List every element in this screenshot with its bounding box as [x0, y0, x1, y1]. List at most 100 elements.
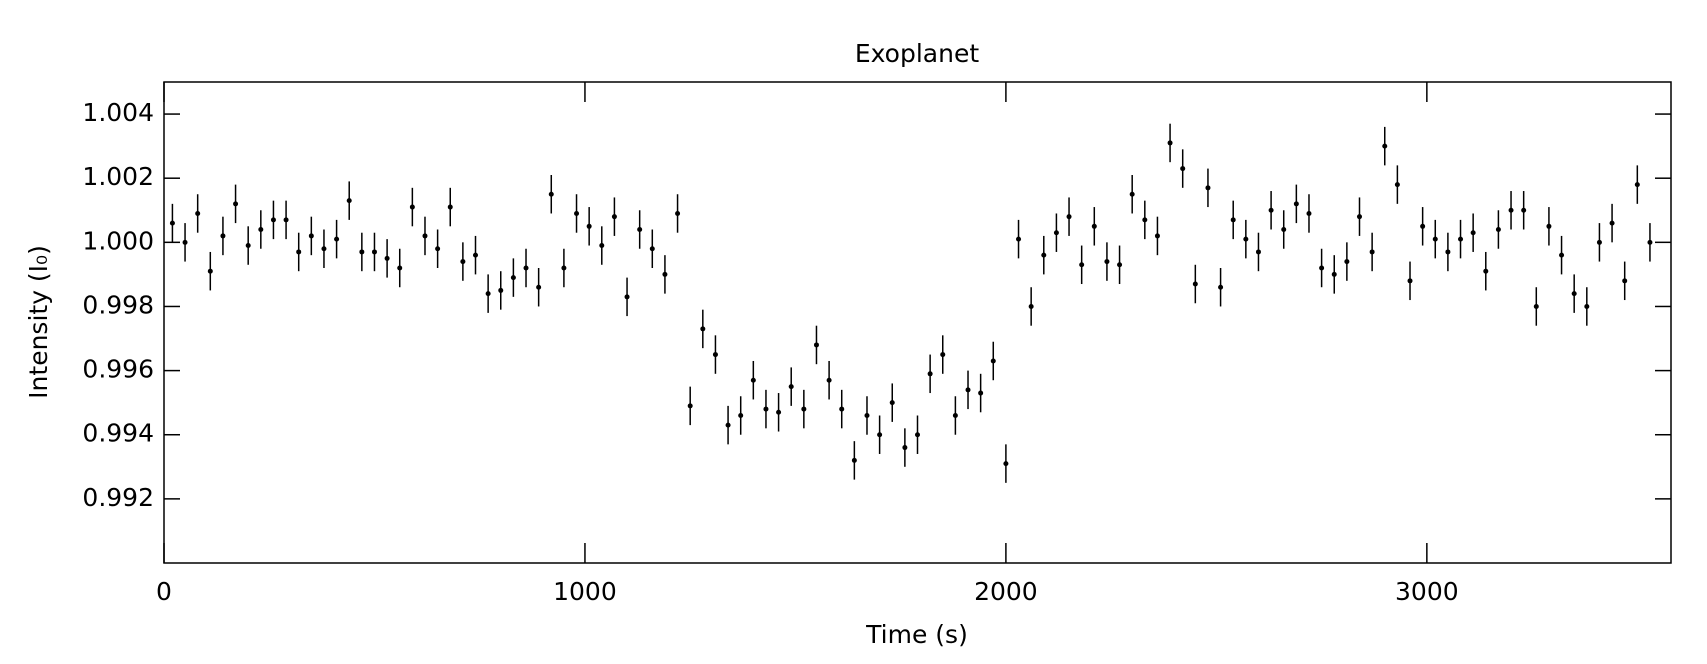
y-tick-label: 0.996 — [82, 355, 154, 384]
point — [220, 233, 226, 239]
point — [270, 217, 276, 223]
point — [296, 249, 302, 255]
point — [776, 409, 782, 415]
point — [1129, 191, 1135, 197]
point — [371, 249, 377, 255]
point — [1546, 223, 1552, 229]
point — [1306, 210, 1312, 216]
point — [409, 204, 415, 210]
point — [1458, 236, 1464, 242]
point — [712, 352, 718, 358]
point — [447, 204, 453, 210]
point — [397, 265, 403, 271]
point — [473, 252, 479, 258]
y-tick-label: 1.000 — [82, 226, 154, 255]
point — [548, 191, 554, 197]
point — [965, 387, 971, 393]
point — [788, 384, 794, 390]
point — [763, 406, 769, 412]
point — [460, 259, 466, 265]
point — [1117, 262, 1123, 268]
point — [233, 201, 239, 207]
point — [1003, 461, 1009, 467]
point — [1369, 249, 1375, 255]
point — [1142, 217, 1148, 223]
point — [334, 236, 340, 242]
point — [1104, 259, 1110, 265]
point — [801, 406, 807, 412]
chart-title: Exoplanet — [855, 39, 979, 68]
point — [1495, 227, 1501, 233]
point — [435, 246, 441, 252]
point — [536, 284, 542, 290]
point — [813, 342, 819, 348]
point — [258, 227, 264, 233]
point — [498, 287, 504, 293]
point — [940, 352, 946, 358]
x-tick-label: 2000 — [974, 577, 1038, 606]
point — [169, 220, 175, 226]
point — [1382, 143, 1388, 149]
point — [308, 233, 314, 239]
point — [1154, 233, 1160, 239]
y-tick-label: 0.994 — [82, 419, 154, 448]
point — [1331, 271, 1337, 277]
point — [1319, 265, 1325, 271]
point — [1420, 223, 1426, 229]
point — [1281, 227, 1287, 233]
plot-frame — [163, 81, 1672, 564]
point — [1394, 182, 1400, 188]
point — [1205, 185, 1211, 191]
point — [195, 210, 201, 216]
point — [359, 249, 365, 255]
y-tick-label: 1.004 — [82, 98, 154, 127]
point — [839, 406, 845, 412]
point — [1091, 223, 1097, 229]
point — [662, 271, 668, 277]
point — [523, 265, 529, 271]
point — [574, 210, 580, 216]
point — [1571, 291, 1577, 297]
point — [1041, 252, 1047, 258]
point — [624, 294, 630, 300]
point — [927, 371, 933, 377]
point — [649, 246, 655, 252]
point — [182, 239, 188, 245]
point — [1647, 239, 1653, 245]
point — [1622, 278, 1628, 284]
point — [1180, 166, 1186, 172]
point — [877, 432, 883, 438]
point — [1470, 230, 1476, 236]
point — [687, 403, 693, 409]
point — [952, 412, 958, 418]
point — [864, 412, 870, 418]
point — [902, 445, 908, 451]
point — [1407, 278, 1413, 284]
point — [978, 390, 984, 396]
point — [637, 227, 643, 233]
point — [851, 457, 857, 463]
point — [738, 412, 744, 418]
point — [611, 214, 617, 220]
point — [485, 291, 491, 297]
point — [750, 377, 756, 383]
point — [1344, 259, 1350, 265]
point — [510, 275, 516, 281]
point — [1533, 303, 1539, 309]
y-tick-label: 0.992 — [82, 483, 154, 512]
point — [1432, 236, 1438, 242]
point — [1584, 303, 1590, 309]
point — [384, 255, 390, 261]
point — [1483, 268, 1489, 274]
point — [826, 377, 832, 383]
point — [1596, 239, 1602, 245]
point — [1016, 236, 1022, 242]
point — [1255, 249, 1261, 255]
point — [725, 422, 731, 428]
point — [700, 326, 706, 332]
point — [1293, 201, 1299, 207]
point — [346, 198, 352, 204]
point — [1559, 252, 1565, 258]
point — [1521, 207, 1527, 213]
